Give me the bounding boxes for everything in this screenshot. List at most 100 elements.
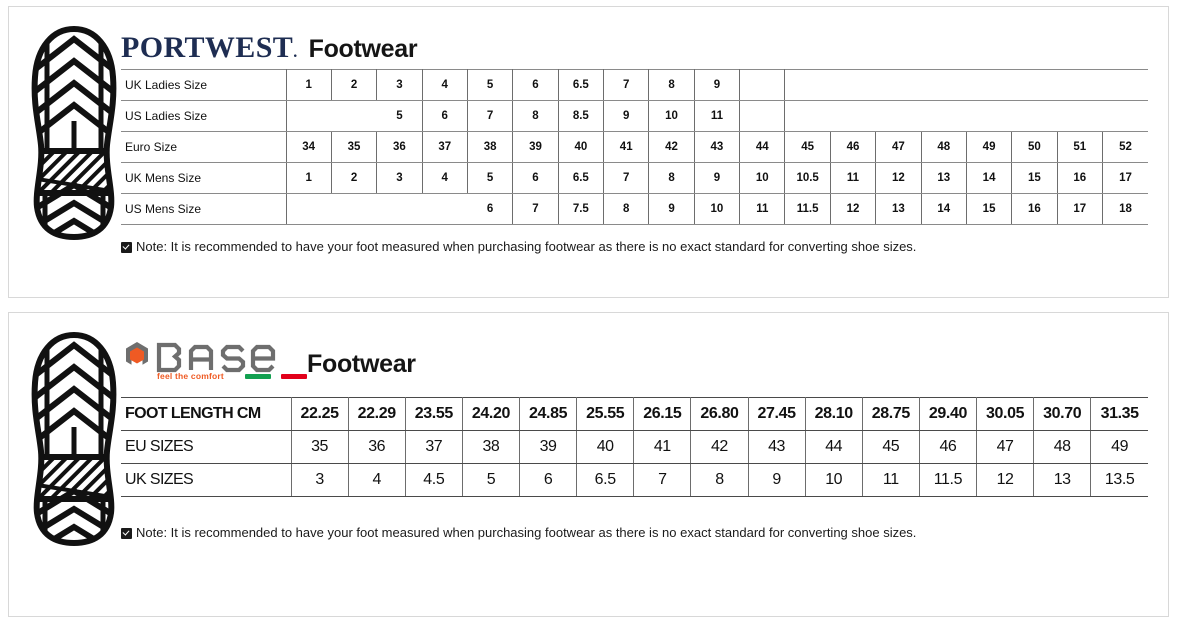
base-tagline: feel the comfort (157, 371, 224, 381)
size-cell (921, 69, 967, 101)
size-cell: 12 (976, 463, 1035, 497)
size-cell: 52 (1102, 131, 1148, 163)
size-cell: 27.45 (748, 397, 806, 431)
size-cell: 7 (603, 162, 650, 194)
size-cell: 8 (690, 463, 749, 497)
size-cell: 6 (512, 69, 559, 101)
size-cell: 47 (875, 131, 922, 163)
portwest-note-text: Note: It is recommended to have your foo… (136, 239, 917, 254)
size-cell: 24.85 (519, 397, 578, 431)
size-cell (830, 69, 876, 101)
size-cell (921, 100, 967, 132)
size-cell: 43 (748, 430, 806, 464)
size-cell: 11 (694, 100, 741, 132)
size-cell: 8 (648, 69, 695, 101)
row-label: US Mens Size (121, 193, 287, 225)
size-cell: 6.5 (576, 463, 635, 497)
italian-flag-green-bar (245, 374, 271, 379)
size-cell: 13 (1033, 463, 1092, 497)
portwest-size-table: UK Ladies Size 1 2 3 4 5 6 6.5 7 8 9 US Ladies Size… (121, 69, 1148, 225)
size-cell (1102, 69, 1148, 101)
size-cell: 4 (422, 69, 468, 101)
size-cell: 15 (1011, 162, 1058, 194)
size-cell: 24.20 (462, 397, 521, 431)
size-cell (739, 100, 786, 132)
size-cell: 51 (1057, 131, 1103, 163)
size-cell: 6 (519, 463, 578, 497)
size-cell (1057, 100, 1103, 132)
table-row: UK Ladies Size 1 2 3 4 5 6 6.5 7 8 9 (121, 69, 1148, 101)
base-note: Note: It is recommended to have your foo… (121, 497, 1148, 541)
table-row: FOOT LENGTH CM 22.25 22.29 23.55 24.20 24.85 2… (121, 397, 1148, 431)
table-row: Euro Size 34 35 36 37 38 39 40 41 42 43 44 45 46 47 48 4… (121, 131, 1148, 163)
table-row: UK Mens Size 1 2 3 4 5 6 6.5 7 8 9 10 10.5 11 12 13 14 15… (121, 162, 1148, 194)
base-logo: feel the comfort (121, 341, 307, 387)
size-cell: 4 (348, 463, 406, 497)
size-cell (966, 100, 1012, 132)
base-size-chart-card: feel the comfort Footwear FOOT LENGTH CM… (8, 312, 1169, 617)
size-cell (1011, 69, 1058, 101)
base-header: feel the comfort Footwear (121, 313, 1148, 397)
size-cell: 39 (519, 430, 578, 464)
row-label: FOOT LENGTH CM (121, 397, 292, 431)
size-cell: 1 (286, 69, 332, 101)
size-cell: 23.55 (405, 397, 463, 431)
size-cell: 6.5 (558, 162, 605, 194)
size-cell: 40 (576, 430, 635, 464)
size-cell: 14 (921, 193, 967, 225)
size-cell: 45 (784, 131, 831, 163)
size-cell: 10 (805, 463, 863, 497)
table-row: EU SIZES 35 36 37 38 39 40 41 42 43 44 45 46 47 48 49 (121, 430, 1148, 464)
portwest-brand-dot: . (293, 44, 298, 61)
size-cell: 16 (1057, 162, 1103, 194)
size-cell: 36 (348, 430, 406, 464)
size-cell (376, 193, 423, 225)
size-cell: 48 (1033, 430, 1092, 464)
shoe-sole-tread-icon (31, 25, 117, 240)
size-cell: 3 (291, 463, 349, 497)
size-cell: 18 (1102, 193, 1148, 225)
size-cell (875, 69, 922, 101)
size-cell: 28.10 (805, 397, 863, 431)
row-label: EU SIZES (121, 430, 292, 464)
size-cell: 42 (648, 131, 695, 163)
size-cell: 44 (739, 131, 786, 163)
size-cell: 28.75 (862, 397, 920, 431)
size-cell: 29.40 (919, 397, 978, 431)
size-cell (784, 100, 831, 132)
portwest-header: PORTWEST. Footwear (121, 7, 1148, 69)
size-cell: 38 (462, 430, 521, 464)
size-cell: 22.25 (291, 397, 349, 431)
table-row: UK SIZES 3 4 4.5 5 6 6.5 7 8 9 10 11 11.5 12 13 13.5 (121, 463, 1148, 497)
size-cell: 12 (830, 193, 877, 225)
size-cell: 46 (919, 430, 978, 464)
size-cell: 48 (921, 131, 967, 163)
size-cell: 37 (422, 131, 468, 163)
size-cell: 44 (805, 430, 863, 464)
size-cell: 7 (512, 193, 559, 225)
size-cell: 10 (694, 193, 741, 225)
size-cell: 26.80 (690, 397, 749, 431)
size-cell: 3 (376, 69, 423, 101)
size-cell: 11.5 (784, 193, 831, 225)
size-cell: 35 (331, 131, 378, 163)
size-cell: 10 (739, 162, 786, 194)
size-cell: 16 (1011, 193, 1058, 225)
size-cell: 7 (467, 100, 514, 132)
base-note-text: Note: It is recommended to have your foo… (136, 525, 917, 540)
size-cell: 11.5 (919, 463, 978, 497)
portwest-note: Note: It is recommended to have your foo… (121, 225, 1148, 255)
size-cell: 39 (512, 131, 559, 163)
size-cell: 37 (405, 430, 463, 464)
row-label: UK SIZES (121, 463, 292, 497)
base-hexagon-icon (126, 342, 276, 373)
size-cell: 42 (690, 430, 749, 464)
portwest-brand-name: PORTWEST (121, 31, 294, 64)
size-cell: 17 (1057, 193, 1103, 225)
shoe-sole-tread-icon (31, 331, 117, 546)
size-cell (331, 193, 377, 225)
size-cell: 49 (966, 131, 1013, 163)
portwest-logo: PORTWEST. (121, 33, 298, 63)
size-cell: 34 (286, 131, 332, 163)
